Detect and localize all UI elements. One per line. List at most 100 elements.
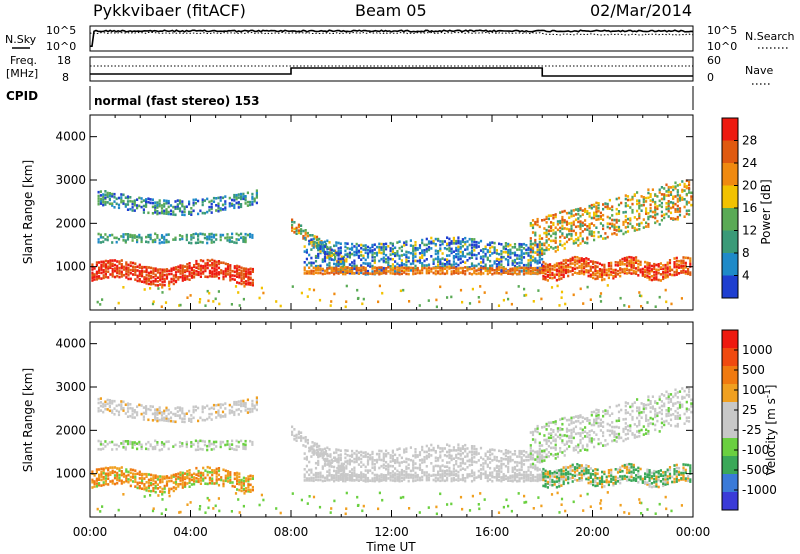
- power-cell-1277: [99, 241, 102, 244]
- velocity-cell-3511: [470, 479, 474, 483]
- power-cell-2508: [439, 247, 442, 250]
- velocity-cell-3794: [564, 471, 568, 475]
- power-cell-1456: [203, 236, 206, 240]
- power-cell-2971: [516, 262, 519, 265]
- power-cell-2052: [360, 250, 363, 254]
- velocity-cell-381: [165, 475, 169, 478]
- velocity-cell-4029: [614, 482, 617, 485]
- power-noise-63: [446, 296, 449, 299]
- power-cell-2375: [414, 252, 417, 255]
- power-cell-3238: [342, 272, 345, 276]
- power-cell-3308: [375, 268, 379, 272]
- power-cell-134: [116, 264, 119, 268]
- velocity-cell-3225: [335, 473, 338, 477]
- velocity-cell-3960: [596, 472, 599, 476]
- velocity-cell-1319: [124, 446, 127, 449]
- velocity-cell-668: [229, 479, 232, 482]
- power-cell-3101: [536, 266, 539, 270]
- velocity-cell-478: [186, 473, 189, 476]
- velocity-cell-73: [104, 479, 107, 483]
- velocity-cell-2187: [382, 473, 385, 477]
- velocity-cell-3747: [558, 485, 561, 488]
- velocity-cell-3538: [486, 479, 489, 483]
- velocity-cell-1627: [315, 451, 319, 455]
- power-cell-4790: [588, 224, 591, 228]
- power-cell-1354: [140, 236, 143, 240]
- power-cell-2760: [479, 249, 483, 252]
- power-cell-4696: [574, 241, 578, 245]
- nsearch-tick-top: 10^5: [707, 24, 737, 37]
- velocity-cell-3166: [310, 476, 313, 480]
- velocity-cell-199: [129, 468, 132, 471]
- power-cell-1400: [165, 233, 168, 237]
- power-cell-4198: [648, 264, 651, 267]
- power-cell-3456: [443, 267, 446, 270]
- velocity-cell-2237: [389, 456, 392, 460]
- velocity-cell-193: [129, 478, 132, 482]
- power-colorbar-tick-label-0: 28: [742, 134, 757, 148]
- power-cell-2989: [518, 254, 521, 258]
- power-cell-3929: [592, 273, 595, 276]
- velocity-cell-47: [100, 478, 103, 482]
- power-cell-1444: [197, 235, 200, 238]
- power-cell-1215: [240, 205, 243, 209]
- power-cell-4749: [581, 230, 584, 233]
- power-cell-2856: [498, 262, 501, 266]
- power-cell-3472: [452, 272, 455, 275]
- velocity-cell-3346: [394, 479, 397, 483]
- velocity-cell-3672: [542, 471, 545, 475]
- power-cell-4761: [584, 228, 587, 231]
- velocity-cell-1852: [328, 471, 331, 475]
- power-cell-1393: [163, 241, 166, 244]
- power-cell-307: [152, 275, 155, 279]
- power-cell-5338: [683, 198, 686, 201]
- power-cell-2631: [459, 261, 462, 265]
- velocity-cell-2737: [475, 453, 478, 456]
- power-cell-3015: [520, 243, 523, 246]
- power-cell-102: [109, 259, 112, 262]
- power-cell-1483: [215, 238, 218, 241]
- power-cell-3286: [362, 266, 365, 269]
- power-cell-3714: [551, 276, 554, 280]
- power-cell-2698: [470, 264, 474, 268]
- power-cell-3426: [432, 271, 435, 275]
- velocity-cell-2372: [414, 466, 417, 470]
- power-cell-665: [229, 274, 232, 277]
- power-cell-4495: [545, 248, 548, 252]
- power-cell-4836: [595, 210, 598, 213]
- velocity-cell-1066: [183, 420, 186, 424]
- power-cell-4874: [602, 224, 605, 227]
- power-cell-4739: [579, 214, 582, 218]
- power-cell-4737: [579, 220, 582, 223]
- power-cell-3029: [522, 242, 526, 246]
- velocity-cell-2100: [366, 456, 370, 459]
- power-cell-2744: [477, 262, 480, 266]
- power-cell-5157: [654, 211, 657, 214]
- power-cell-2915: [507, 258, 510, 262]
- power-cell-3905: [587, 271, 590, 274]
- power-cell-3593: [511, 267, 514, 270]
- velocity-cell-1463: [206, 444, 209, 448]
- power-cell-4708: [574, 208, 578, 211]
- velocity-cell-3725: [553, 483, 556, 486]
- velocity-cell-2551: [446, 443, 449, 446]
- power-cell-4163: [641, 267, 644, 271]
- power-cell-4024: [612, 271, 615, 274]
- power-cell-1726: [303, 261, 306, 264]
- velocity-cell-486: [188, 479, 191, 483]
- velocity-cell-575: [208, 478, 211, 482]
- velocity-cell-184: [127, 478, 130, 481]
- velocity-cell-864: [120, 405, 123, 408]
- power-cell-3175: [314, 268, 318, 272]
- power-cell-653: [226, 273, 230, 276]
- power-cell-276: [145, 265, 148, 269]
- power-cell-3394: [416, 271, 419, 275]
- power-cell-5009: [626, 198, 630, 202]
- velocity-cell-1445: [197, 442, 200, 445]
- power-cell-999: [163, 202, 166, 206]
- power-cell-3760: [560, 277, 563, 280]
- power-cell-2868: [500, 269, 503, 272]
- velocity-cell-2765: [482, 472, 485, 476]
- power-cell-4202: [650, 278, 653, 282]
- power-cell-750: [247, 281, 250, 284]
